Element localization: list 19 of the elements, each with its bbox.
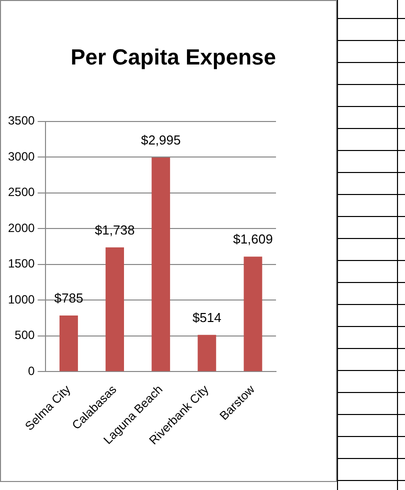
- y-tick-label: 1500: [8, 256, 36, 271]
- data-label: $1,609: [233, 232, 273, 247]
- bar: [198, 334, 216, 372]
- y-tick-label: 2500: [8, 185, 36, 200]
- data-label: $514: [192, 310, 222, 325]
- y-tick-label: 1000: [8, 292, 36, 306]
- data-label: $2,995: [140, 132, 181, 148]
- data-label: $1,738: [94, 222, 135, 238]
- y-tick-label: 0: [28, 364, 36, 378]
- y-tick-label: 500: [14, 328, 36, 342]
- y-tick-label: 2000: [8, 220, 36, 235]
- bar: [152, 158, 170, 372]
- y-tick-label: 3000: [8, 149, 36, 164]
- chart-title: Per Capita Expense: [70, 44, 276, 70]
- y-tick-label: 3500: [8, 114, 36, 128]
- bar: [106, 247, 124, 372]
- bar: [60, 316, 78, 372]
- bar: [244, 256, 262, 372]
- data-label: $785: [54, 290, 84, 306]
